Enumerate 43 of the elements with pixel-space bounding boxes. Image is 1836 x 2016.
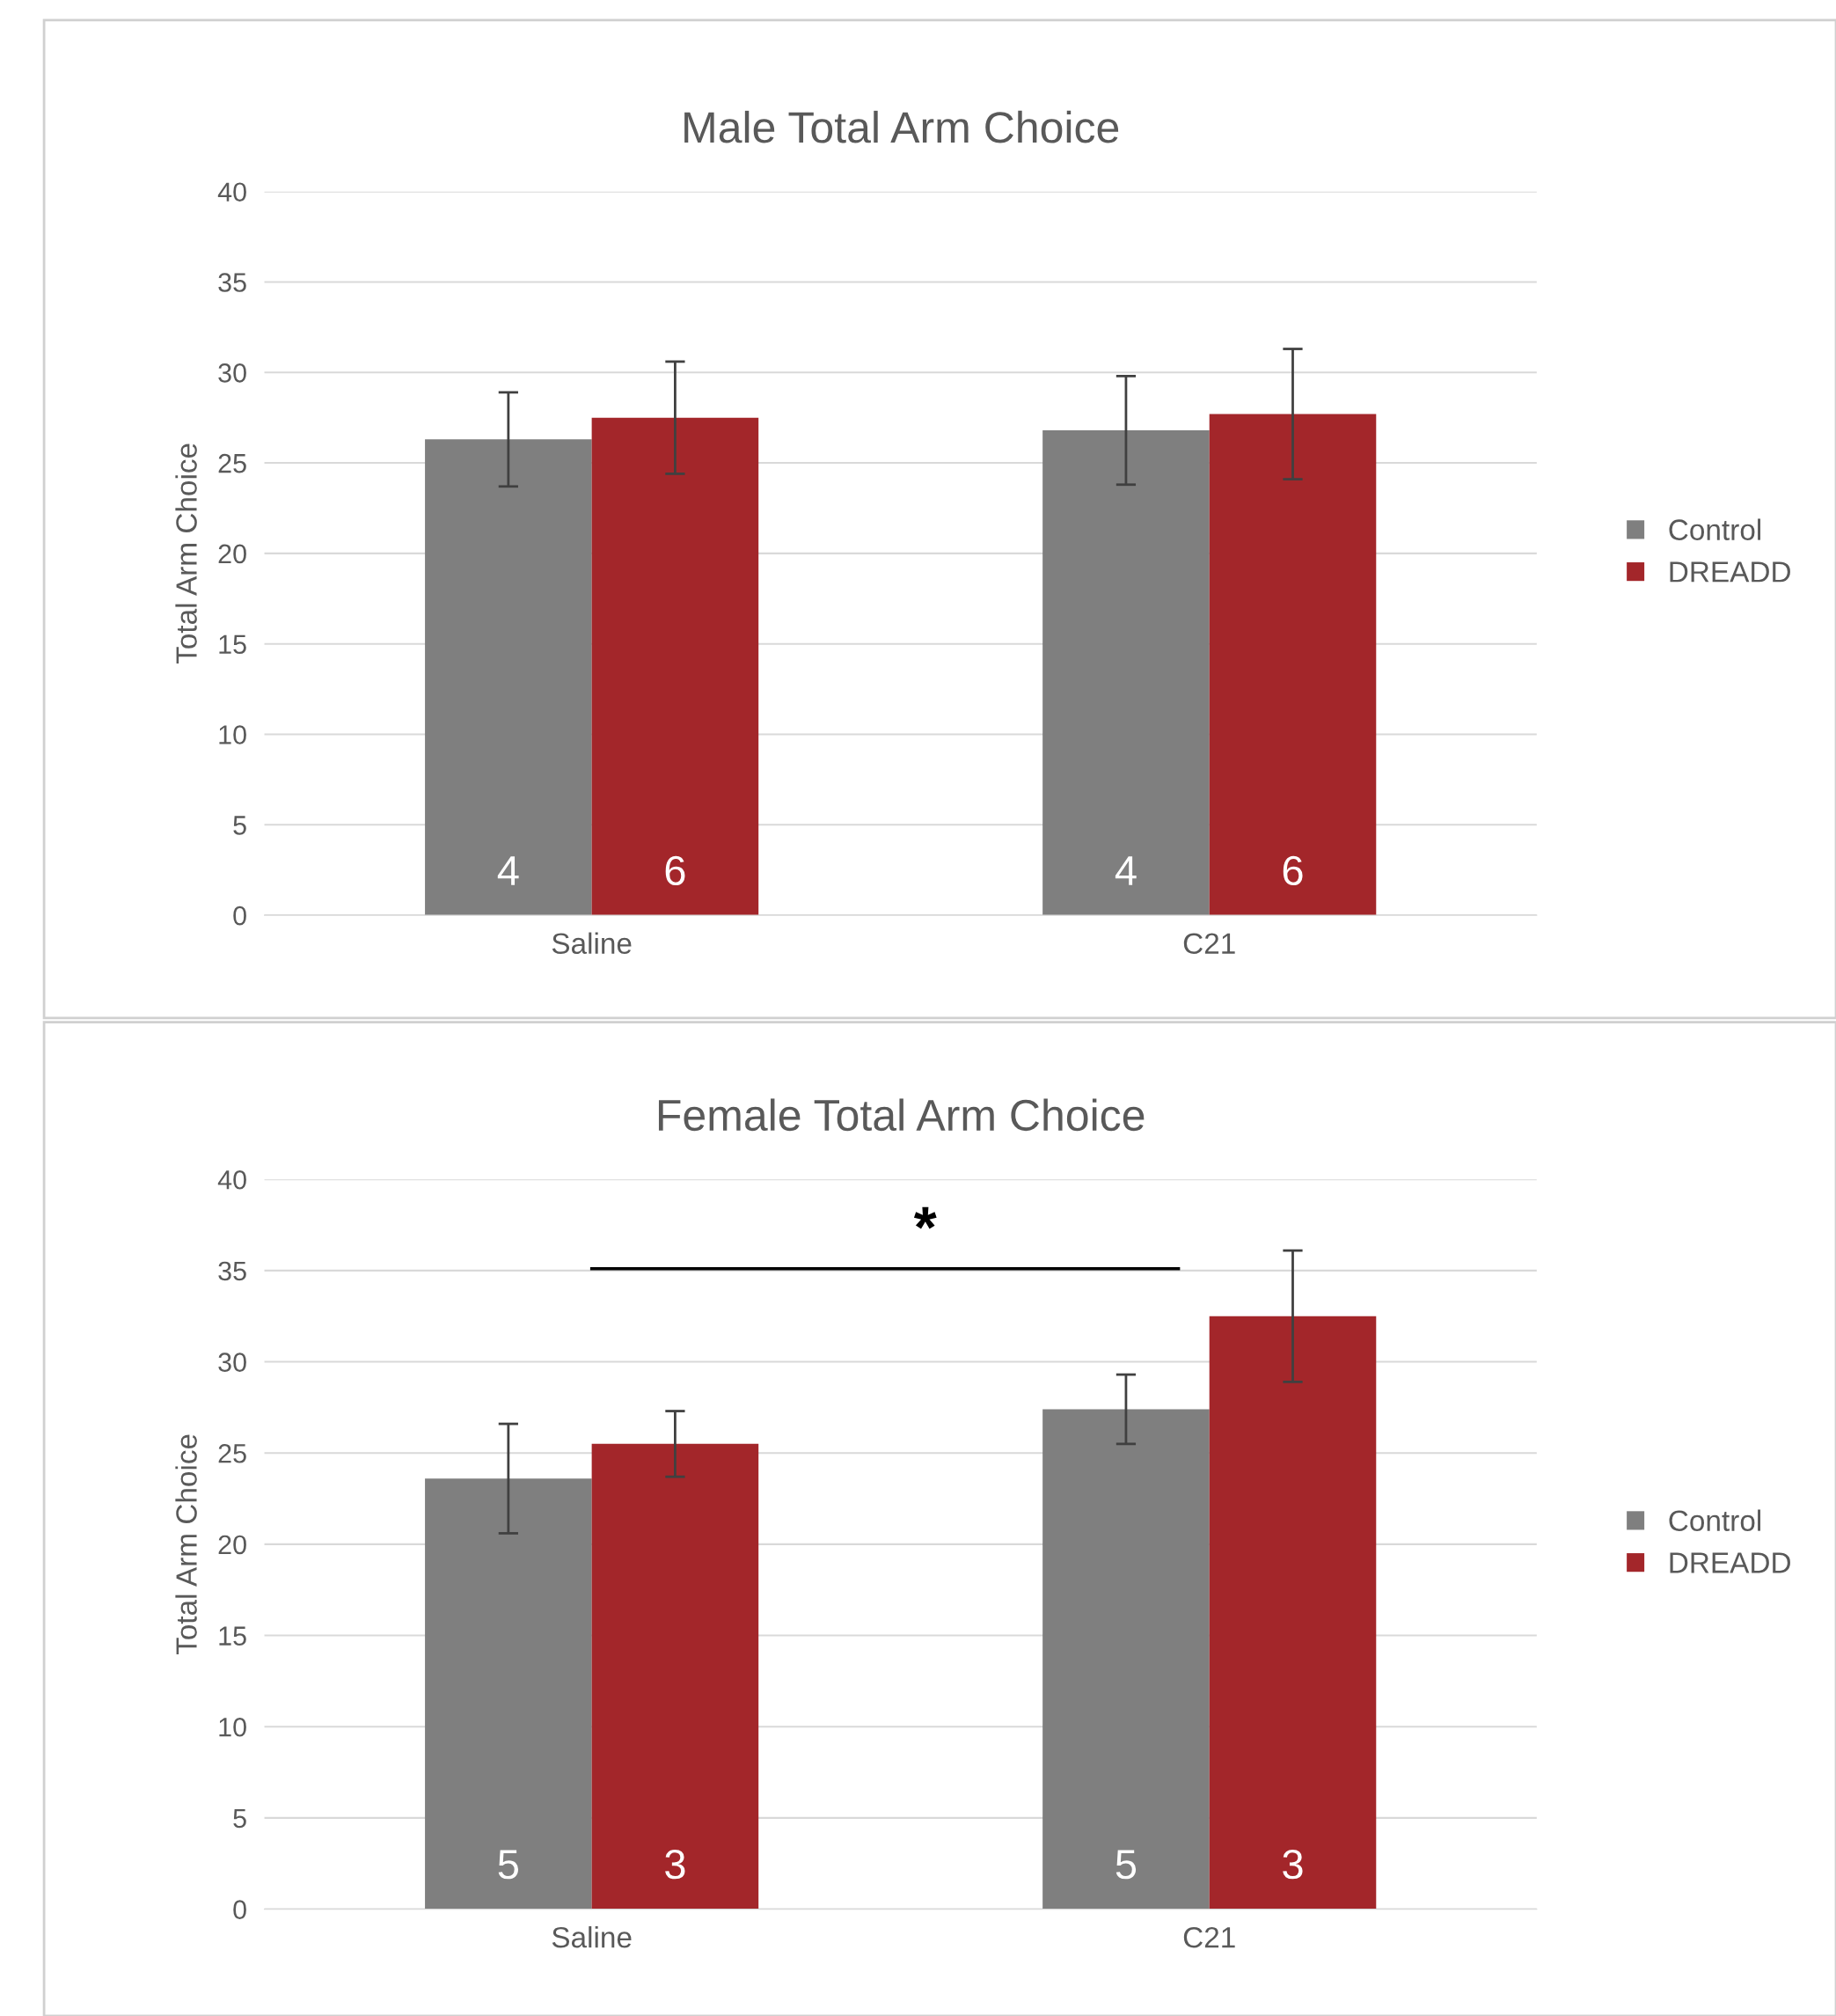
- x-tick-label: C21: [1183, 1926, 1235, 1948]
- y-tick-label: 5: [233, 1808, 246, 1829]
- annotation: 3: [1283, 1849, 1303, 1880]
- y-tick-label: 30: [218, 1353, 246, 1372]
- y-tick-label: 20: [218, 1535, 246, 1555]
- y-tick-label: 20: [218, 544, 246, 564]
- bar: [425, 1478, 592, 1910]
- annotation: 3: [665, 1849, 685, 1880]
- y-tick-label: 35: [218, 1261, 246, 1281]
- legend-label: Control: [1669, 518, 1761, 540]
- y-tick-label: 10: [219, 1717, 246, 1737]
- annotation: 6: [665, 855, 685, 886]
- legend-label: DREADD: [1670, 1552, 1790, 1573]
- y-tick-label: 35: [218, 273, 246, 292]
- y-tick-label: 15: [219, 1626, 246, 1646]
- y-tick-label: 15: [219, 634, 246, 655]
- legend-label: DREADD: [1670, 561, 1790, 583]
- legend-label: Control: [1669, 1509, 1761, 1531]
- x-tick-label: Saline: [552, 932, 632, 955]
- annotation: 6: [1283, 855, 1303, 886]
- x-tick-label: C21: [1183, 933, 1235, 955]
- chart-title: Female Total Arm Choice: [658, 1098, 1145, 1132]
- y-tick-label: 40: [217, 1169, 246, 1190]
- annotation: 4: [1115, 856, 1137, 885]
- y-axis-title: Total Arm Choice: [175, 1434, 197, 1655]
- annotation: 5: [498, 1850, 518, 1880]
- bar: [591, 1443, 759, 1910]
- y-tick-label: 10: [219, 725, 246, 744]
- y-tick-label: 0: [233, 905, 246, 926]
- chart-title: Male Total Arm Choice: [684, 110, 1119, 143]
- y-tick-label: 30: [218, 363, 246, 383]
- y-tick-label: 25: [218, 1443, 246, 1463]
- y-tick-label: 5: [233, 816, 246, 835]
- y-tick-label: 25: [218, 453, 246, 473]
- annotation: 5: [1115, 1850, 1137, 1880]
- x-tick-label: Saline: [552, 1926, 632, 1948]
- y-tick-label: 0: [233, 1900, 246, 1919]
- bar: [1042, 1409, 1210, 1910]
- y-axis-title: Total Arm Choice: [175, 444, 197, 664]
- annotation: 4: [497, 856, 519, 885]
- y-tick-label: 40: [217, 182, 246, 202]
- bar: [1209, 1316, 1377, 1910]
- annotation: *: [913, 1206, 937, 1229]
